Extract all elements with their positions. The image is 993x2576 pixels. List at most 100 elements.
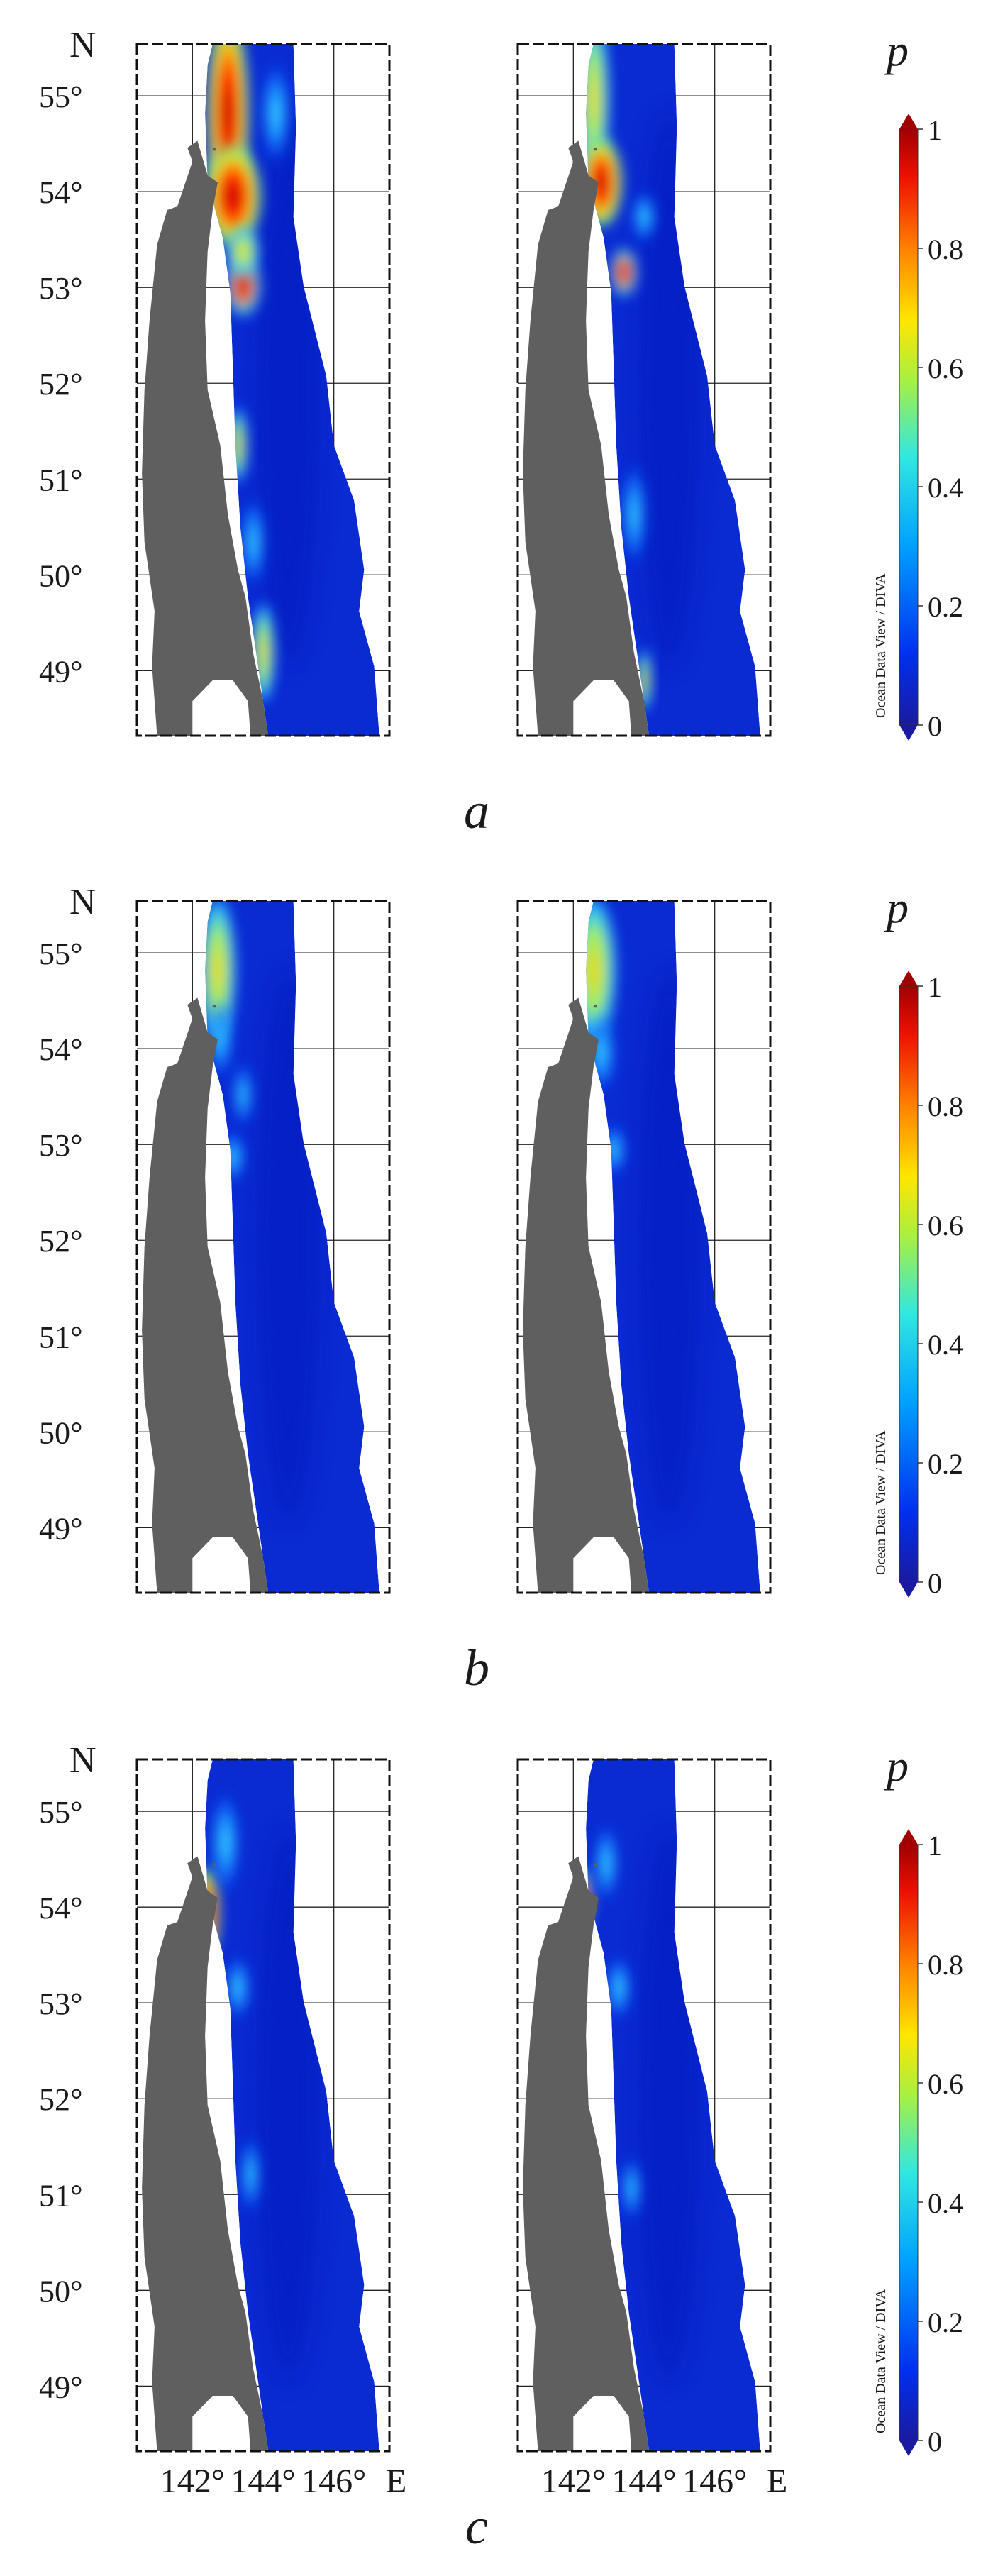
east-label: E — [386, 2462, 406, 2500]
islet — [593, 148, 597, 151]
colorbar-top-arrow — [899, 114, 918, 129]
islet — [560, 1067, 565, 1071]
hotspot — [225, 223, 261, 280]
hotspot — [260, 57, 292, 169]
bay-water — [573, 1537, 632, 1593]
sakhalin-land — [142, 997, 269, 1593]
colorbar-tick-label: 0.8 — [928, 1949, 963, 1981]
panel-label: b — [464, 1640, 489, 1696]
colorbar — [899, 985, 919, 1583]
colorbar-tick-label: 0 — [928, 710, 942, 742]
lat-label: 49° — [39, 1511, 83, 1546]
islet — [593, 1005, 597, 1008]
bay-water — [573, 680, 632, 736]
hotspot — [225, 1953, 251, 2023]
colorbar-tick-label: 1 — [928, 114, 942, 146]
map-frame — [135, 43, 391, 737]
lat-label: 54° — [39, 175, 83, 210]
colorbar-tick-label: 0.6 — [928, 1210, 963, 1242]
colorbar-tick-label: 0.8 — [928, 1090, 963, 1122]
bay-water — [192, 1537, 251, 1593]
lon-label: 144° — [231, 2462, 295, 2500]
colorbar-tick-label: 0.2 — [928, 591, 963, 623]
lat-label: 55° — [39, 79, 83, 114]
lat-label: 55° — [39, 1795, 83, 1830]
hotspot — [210, 1787, 240, 1898]
hotspot — [606, 1953, 632, 2023]
sakhalin-land — [142, 140, 269, 736]
panel-label: a — [464, 783, 489, 839]
lat-label: 53° — [39, 1128, 83, 1163]
north-label: N — [70, 1740, 96, 1781]
lat-label: 50° — [39, 2274, 83, 2309]
colorbar-tick-label: 0.8 — [928, 233, 963, 265]
islet — [560, 210, 565, 214]
lat-label: 52° — [39, 367, 83, 402]
islet — [593, 1863, 597, 1867]
lat-label: 49° — [39, 2370, 83, 2404]
map-panel-b-right — [516, 900, 772, 1594]
colorbar-tick-label: 0.2 — [928, 1448, 963, 1480]
islet — [212, 1863, 216, 1867]
bay-water — [573, 2396, 632, 2451]
probability-field — [205, 44, 379, 736]
hotspot — [621, 459, 647, 570]
colorbar-top-arrow — [899, 971, 918, 986]
colorbar-tick-label: 0.2 — [928, 2306, 963, 2338]
map-frame — [516, 900, 772, 1594]
map-panel-a-right — [516, 43, 772, 737]
lat-label: 51° — [39, 2178, 83, 2213]
colorbar — [899, 128, 919, 726]
lat-label: 51° — [39, 463, 83, 497]
map-frame — [135, 1758, 391, 2453]
hotspot — [233, 1060, 253, 1129]
map-panel-c-right — [516, 1758, 772, 2453]
islet — [179, 1067, 184, 1071]
colorbar-credit: Ocean Data View / DIVA — [873, 2289, 889, 2433]
north-label: N — [70, 25, 96, 65]
lat-label: 49° — [39, 654, 83, 689]
sakhalin-land — [523, 997, 650, 1593]
colorbar-symbol: p — [884, 884, 909, 932]
lat-label: 54° — [39, 1891, 83, 1925]
bay-water — [192, 2396, 251, 2451]
sakhalin-land — [142, 1856, 269, 2451]
colorbar-credit: Ocean Data View / DIVA — [873, 573, 889, 718]
colorbar-tick-label: 0.4 — [928, 1329, 963, 1361]
map-panel-a-left — [135, 43, 391, 737]
probability-field — [586, 44, 760, 736]
hotspot — [240, 2133, 261, 2216]
colorbar-symbol: p — [884, 27, 909, 75]
colorbar-tick-label: 0 — [928, 2426, 942, 2458]
islet — [179, 1925, 184, 1929]
islet — [212, 148, 216, 151]
lat-label: 54° — [39, 1032, 83, 1067]
panel-label: c — [465, 2498, 488, 2555]
colorbar-tick-label: 1 — [928, 971, 942, 1003]
hotspot — [207, 997, 233, 1081]
lat-label: 52° — [39, 2082, 83, 2117]
islet — [179, 210, 184, 214]
colorbar-symbol: p — [884, 1742, 909, 1791]
colorbar-bottom-arrow — [899, 725, 918, 741]
colorbar-tick-label: 0 — [928, 1567, 942, 1599]
lat-label: 55° — [39, 936, 83, 971]
lon-label: 142° — [541, 2462, 606, 2500]
colorbar-bottom-arrow — [899, 2440, 918, 2456]
lat-label: 51° — [39, 1320, 83, 1354]
hotspot — [609, 244, 639, 300]
colorbar-top-arrow — [899, 1829, 918, 1845]
map-panel-b-left — [135, 900, 391, 1594]
islet — [560, 1925, 565, 1929]
lat-label: 53° — [39, 271, 83, 306]
colorbar-tick-label: 0.4 — [928, 2187, 963, 2219]
east-label: E — [767, 2462, 787, 2500]
hotspot — [621, 2153, 642, 2223]
colorbar-tick-label: 0.4 — [928, 472, 963, 504]
north-label: N — [70, 882, 96, 922]
lat-label: 53° — [39, 1986, 83, 2021]
map-frame — [135, 900, 391, 1594]
map-frame — [516, 43, 772, 737]
islet — [212, 1005, 216, 1008]
